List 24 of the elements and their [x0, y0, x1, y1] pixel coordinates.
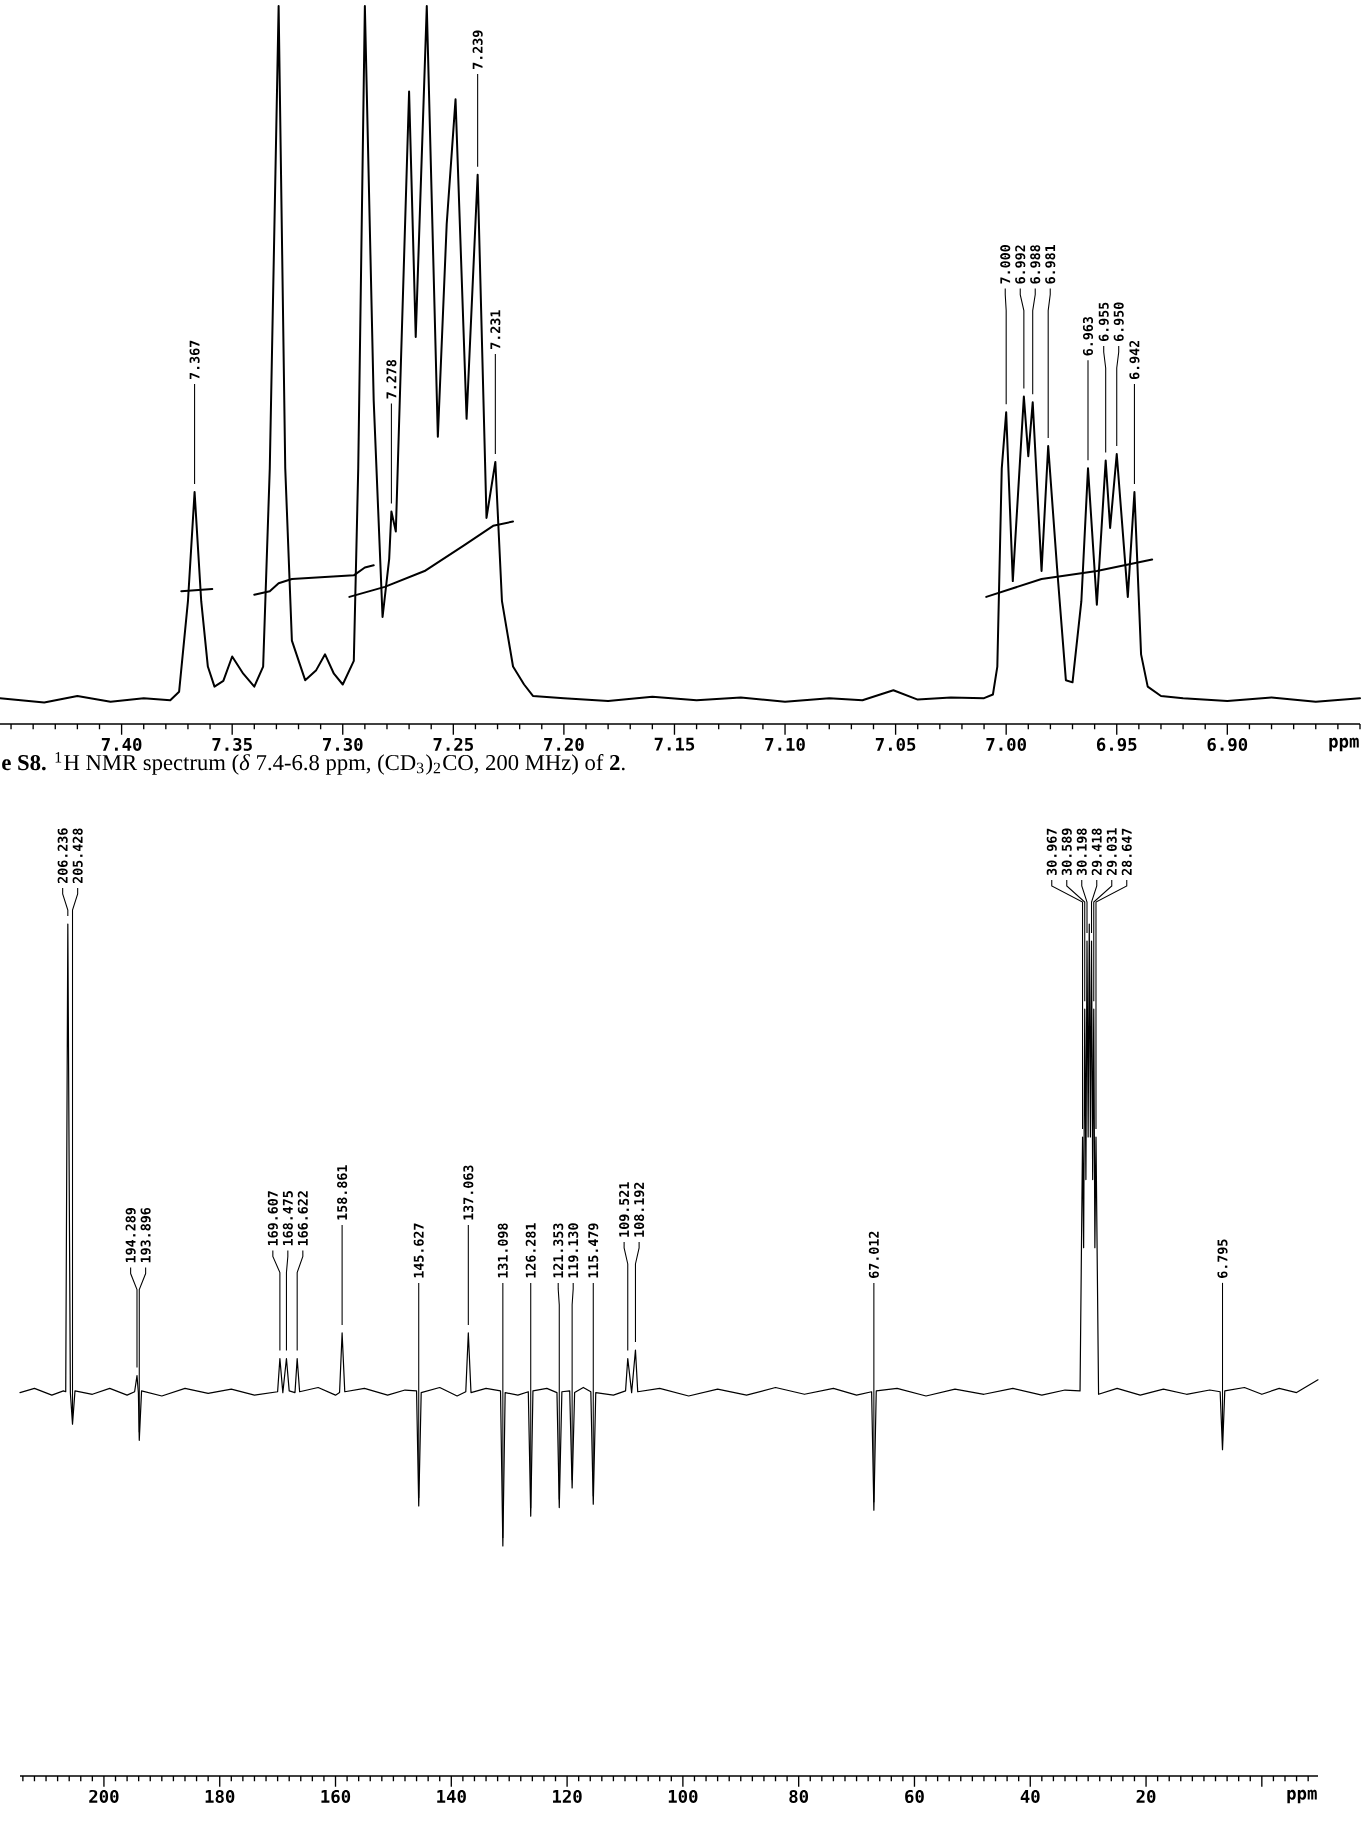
x-tick-label: 80	[789, 1789, 809, 1803]
x-tick-label: 7.05	[875, 737, 916, 751]
x-tick-label: 100	[668, 1789, 698, 1803]
x-tick-label: 7.10	[765, 737, 805, 751]
x-axis-title: ppm	[1329, 737, 1359, 752]
x-tick-label: 7.25	[433, 737, 473, 751]
x-axis-title: ppm	[1287, 1789, 1317, 1804]
x-tick-label: 7.15	[654, 737, 695, 751]
text: e S8. $^{1}$H NMR spectrum (δ 7.4-6.8 ppm, (CD$_{3}$)$_{2}$CO, 200 MHz) of 2.	[2, 752, 625, 775]
x-tick-label: 200	[89, 1789, 119, 1803]
x-tick-label: 120	[553, 1789, 582, 1803]
x-tick-label: 7.20	[544, 737, 584, 751]
x-tick-label: 40	[1020, 1789, 1040, 1803]
x-tick-label: 60	[905, 1789, 924, 1803]
x-tick-label: 180	[205, 1789, 235, 1803]
x-tick-label: 20	[1136, 1789, 1156, 1803]
x-tick-label: 6.95	[1096, 737, 1137, 752]
x-tick-label: 7.35	[212, 737, 252, 751]
x-tick-label: 7.00	[986, 737, 1026, 751]
x-tick-label: 160	[321, 1789, 351, 1803]
x-tick-label: 140	[437, 1789, 466, 1803]
x-tick-label: 7.40	[101, 737, 142, 751]
x-tick-label: 6.90	[1207, 737, 1248, 752]
x-tick-label: 7.30	[323, 737, 363, 751]
